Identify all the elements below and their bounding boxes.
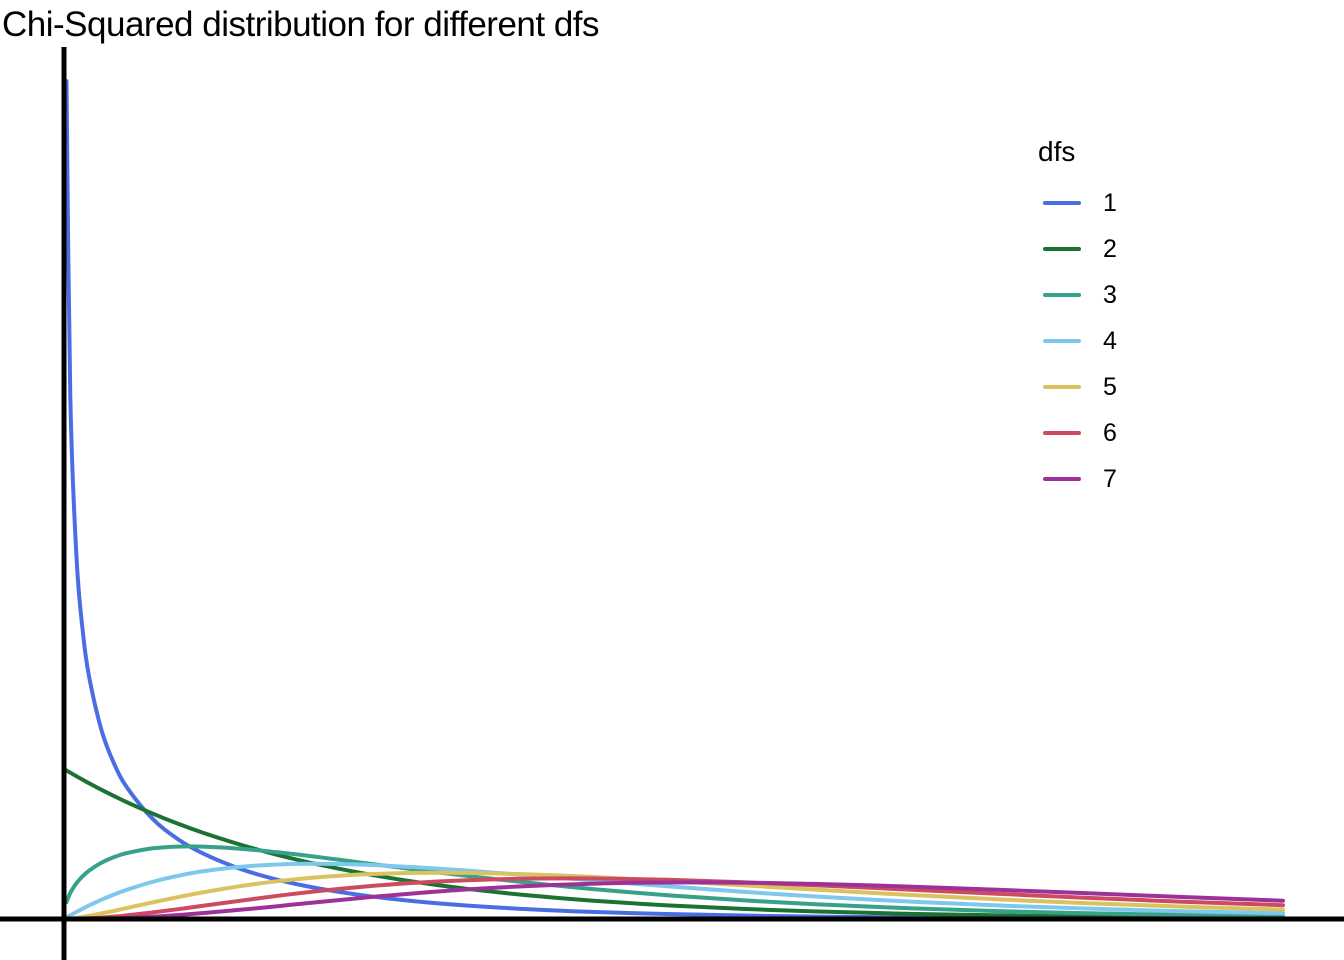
legend-label-df-5: 5: [1103, 372, 1117, 401]
legend-title: dfs: [1038, 136, 1076, 167]
legend-swatch-df-3: [1043, 293, 1081, 297]
legend-entry-df-5: 5: [1038, 364, 1117, 410]
legend-swatch-df-2: [1043, 247, 1081, 251]
legend-swatch-df-5: [1043, 385, 1081, 389]
legend-entry-df-1: 1: [1038, 180, 1117, 226]
curve-df-5: [64, 870, 1285, 921]
legend-swatch-df-7: [1043, 477, 1081, 481]
legend-entry-df-6: 6: [1038, 410, 1117, 456]
legend-entry-df-4: 4: [1038, 318, 1117, 364]
curve-df-2: [64, 768, 1285, 920]
legend-entry-df-7: 7: [1038, 456, 1117, 502]
legend-label-df-3: 3: [1103, 280, 1117, 309]
chart-title: Chi-Squared distribution for different d…: [2, 5, 600, 44]
legend-swatch-df-1: [1043, 201, 1081, 205]
legend-entry-df-3: 3: [1038, 272, 1117, 318]
legend: dfs 1 2 3 4 5 6 7: [1038, 136, 1117, 502]
legend-swatch-df-6: [1043, 431, 1081, 435]
legend-label-df-7: 7: [1103, 464, 1117, 493]
curve-df-3: [64, 844, 1285, 919]
legend-label-df-1: 1: [1103, 188, 1117, 217]
legend-swatch-df-4: [1043, 339, 1081, 343]
legend-entry-df-2: 2: [1038, 226, 1117, 272]
legend-label-df-6: 6: [1103, 418, 1117, 447]
legend-label-df-2: 2: [1103, 234, 1117, 263]
curve-df-4: [64, 861, 1285, 920]
legend-label-df-4: 4: [1103, 326, 1117, 355]
